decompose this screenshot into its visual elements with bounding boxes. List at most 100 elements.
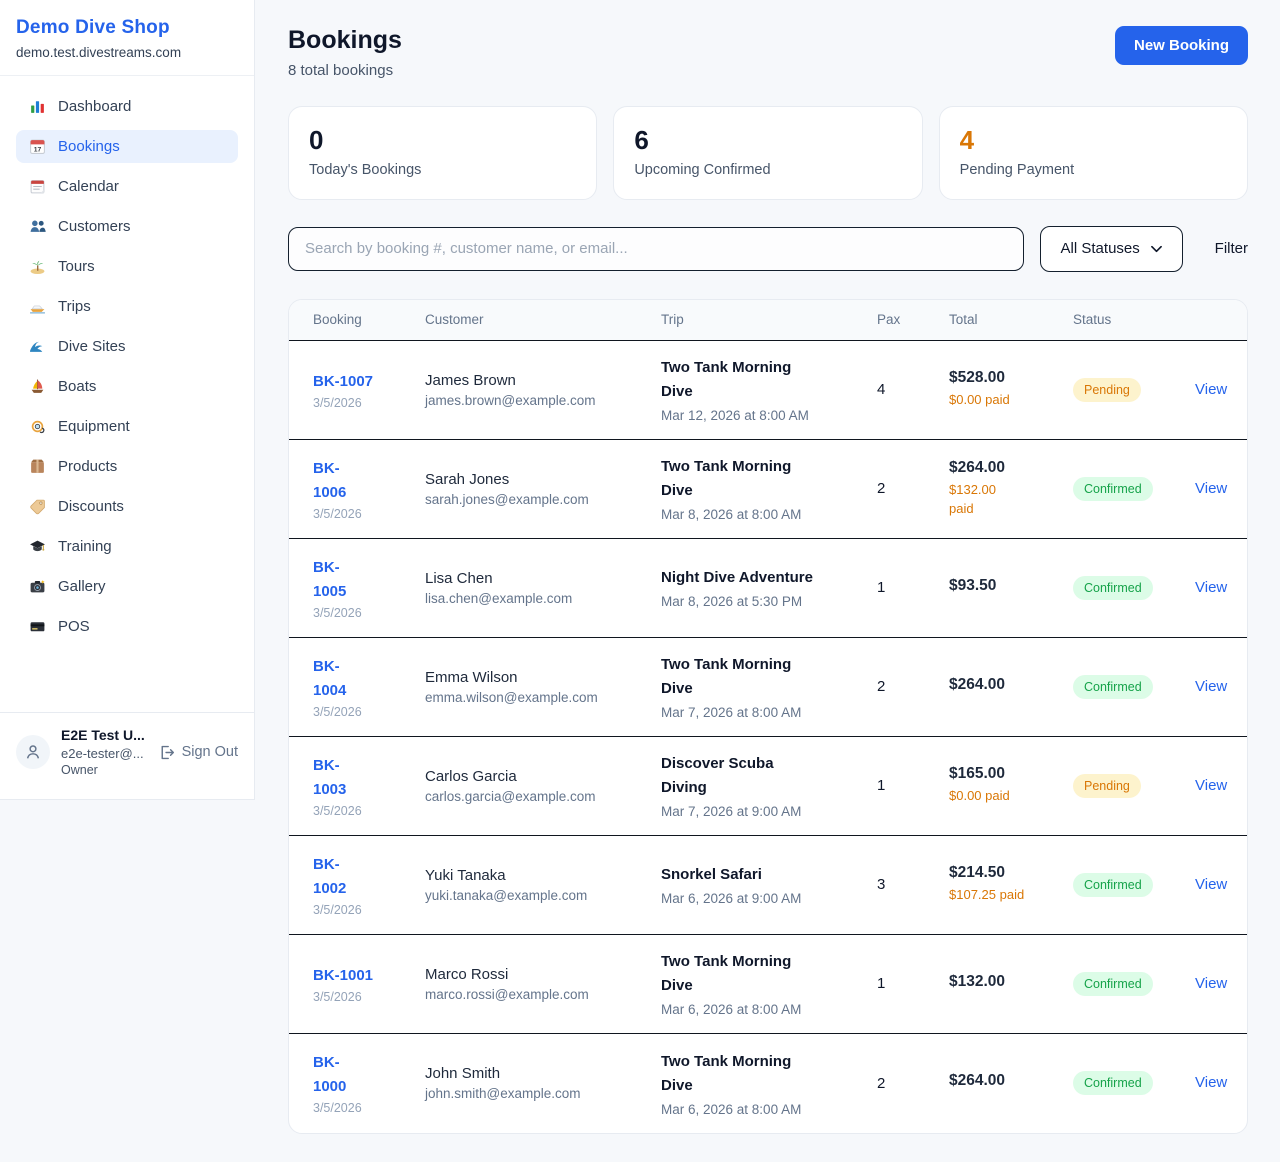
- column-header-pax: Pax: [877, 312, 901, 328]
- booking-date: 3/5/2026: [313, 704, 362, 719]
- wave-icon: [28, 338, 46, 355]
- view-link[interactable]: View: [1195, 974, 1228, 992]
- sign-out-button[interactable]: Sign Out: [158, 744, 238, 761]
- trip-name: Two Tank Morning Dive: [661, 359, 792, 401]
- stat-value: 4: [959, 125, 975, 155]
- view-link[interactable]: View: [1195, 380, 1228, 398]
- customer-email: marco.rossi@example.com: [425, 986, 589, 1002]
- sidebar-item-boats[interactable]: Boats: [16, 370, 238, 403]
- sidebar-item-label: Customers: [58, 218, 131, 235]
- status-badge: Confirmed: [1073, 971, 1153, 996]
- trip-name: Two Tank Morning Dive: [661, 953, 792, 995]
- booking-id-link[interactable]: BK- 1000: [313, 1054, 347, 1096]
- trip-datetime: Mar 6, 2026 at 9:00 AM: [661, 891, 802, 907]
- view-link[interactable]: View: [1195, 875, 1228, 893]
- view-link[interactable]: View: [1195, 1074, 1228, 1092]
- sidebar-item-pos[interactable]: POS: [16, 610, 238, 643]
- sidebar: Demo Dive Shop demo.test.divestreams.com…: [0, 0, 255, 800]
- stat-label: Pending Payment: [959, 161, 1075, 178]
- sidebar-item-bookings[interactable]: 17 Bookings: [16, 130, 238, 163]
- svg-text:17: 17: [33, 146, 41, 153]
- sidebar-nav: Dashboard 17 Bookings Calendar Customers…: [0, 76, 254, 664]
- sidebar-item-label: Bookings: [58, 138, 120, 155]
- sidebar-item-label: Gallery: [58, 578, 106, 595]
- booking-id-link[interactable]: BK-1007: [313, 372, 374, 390]
- booking-id-link[interactable]: BK- 1002: [313, 855, 347, 897]
- table-body: BK-1007 3/5/2026 James Brown james.brown…: [289, 341, 1247, 1133]
- sidebar-item-dive-sites[interactable]: Dive Sites: [16, 330, 238, 363]
- table-row: BK-1001 3/5/2026 Marco Rossi marco.rossi…: [289, 935, 1247, 1034]
- sidebar-item-equipment[interactable]: Equipment: [16, 410, 238, 443]
- customer-name: John Smith: [425, 1065, 501, 1083]
- trip-datetime: Mar 7, 2026 at 9:00 AM: [661, 804, 802, 820]
- pax-count: 2: [877, 1074, 886, 1092]
- sidebar-item-gallery[interactable]: Gallery: [16, 570, 238, 603]
- booking-date: 3/5/2026: [313, 506, 362, 521]
- total-amount: $93.50: [949, 576, 997, 594]
- new-booking-button[interactable]: New Booking: [1114, 26, 1248, 65]
- page-header: Bookings 8 total bookings New Booking: [288, 26, 1248, 79]
- booking-date: 3/5/2026: [313, 605, 362, 620]
- camera-icon: [28, 578, 46, 595]
- view-link[interactable]: View: [1195, 776, 1228, 794]
- view-link[interactable]: View: [1195, 677, 1228, 695]
- table-row: BK- 1002 3/5/2026 Yuki Tanaka yuki.tanak…: [289, 836, 1247, 935]
- customer-email: lisa.chen@example.com: [425, 590, 573, 606]
- column-header-customer: Customer: [425, 312, 484, 328]
- status-badge: Confirmed: [1073, 476, 1153, 501]
- stat-value: 6: [634, 125, 649, 155]
- stat-card: 0 Today's Bookings: [288, 106, 598, 200]
- sidebar-item-products[interactable]: Products: [16, 450, 238, 483]
- sidebar-item-discounts[interactable]: Discounts: [16, 490, 238, 523]
- table-header-row: Booking Customer Trip Pax Total Status: [289, 299, 1247, 341]
- sidebar-item-trips[interactable]: Trips: [16, 290, 238, 323]
- sidebar-item-customers[interactable]: Customers: [16, 210, 238, 243]
- table-row: BK- 1005 3/5/2026 Lisa Chen lisa.chen@ex…: [289, 539, 1247, 638]
- calendar-icon: [28, 178, 46, 195]
- booking-id-link[interactable]: BK- 1004: [313, 657, 347, 699]
- status-filter-select[interactable]: All Statuses: [1039, 225, 1183, 272]
- total-amount: $264.00: [949, 675, 1006, 693]
- dive-mask-icon: [28, 418, 46, 435]
- bookings-table: Booking Customer Trip Pax Total Status B…: [288, 298, 1248, 1134]
- filter-controls: All Statuses Filter: [288, 225, 1248, 272]
- trip-datetime: Mar 6, 2026 at 8:00 AM: [661, 1002, 802, 1018]
- pax-count: 3: [877, 876, 886, 894]
- sidebar-item-tours[interactable]: Tours: [16, 250, 238, 283]
- sidebar-item-label: Boats: [58, 378, 97, 395]
- status-badge: Pending: [1073, 377, 1141, 402]
- sidebar-item-calendar[interactable]: Calendar: [16, 170, 238, 203]
- booking-id-link[interactable]: BK- 1006: [313, 459, 347, 501]
- booking-id-link[interactable]: BK- 1003: [313, 756, 347, 798]
- trip-name: Two Tank Morning Dive: [661, 458, 792, 500]
- paid-amount: $107.25 paid: [949, 887, 1025, 903]
- status-badge: Pending: [1073, 773, 1141, 798]
- sidebar-item-dashboard[interactable]: Dashboard: [16, 90, 238, 123]
- customer-name: Carlos Garcia: [425, 767, 517, 785]
- stat-card: 4 Pending Payment: [938, 106, 1248, 200]
- calendar-date-icon: 17: [28, 138, 46, 155]
- booking-date: 3/5/2026: [313, 395, 362, 410]
- avatar: [16, 735, 50, 770]
- pax-count: 1: [877, 777, 886, 795]
- view-link[interactable]: View: [1195, 479, 1228, 497]
- pax-count: 1: [877, 579, 886, 597]
- view-link[interactable]: View: [1195, 578, 1228, 596]
- booking-id-link[interactable]: BK- 1005: [313, 558, 347, 600]
- trip-datetime: Mar 6, 2026 at 8:00 AM: [661, 1101, 802, 1117]
- customer-name: James Brown: [425, 371, 516, 389]
- booking-id-link[interactable]: BK-1001: [313, 966, 374, 984]
- filter-button[interactable]: Filter: [1214, 240, 1248, 258]
- trip-datetime: Mar 12, 2026 at 8:00 AM: [661, 408, 809, 424]
- sidebar-item-training[interactable]: Training: [16, 530, 238, 563]
- search-input[interactable]: [288, 226, 1024, 271]
- sidebar-item-label: Equipment: [58, 418, 130, 435]
- main-content: Bookings 8 total bookings New Booking 0 …: [255, 0, 1280, 1134]
- booking-date: 3/5/2026: [313, 989, 362, 1004]
- user-email: e2e-tester@...: [61, 745, 144, 761]
- sidebar-item-label: Dashboard: [58, 98, 132, 115]
- customer-email: yuki.tanaka@example.com: [425, 887, 588, 903]
- customer-email: emma.wilson@example.com: [425, 689, 598, 705]
- customer-name: Yuki Tanaka: [425, 866, 506, 884]
- sidebar-item-label: Trips: [58, 298, 91, 315]
